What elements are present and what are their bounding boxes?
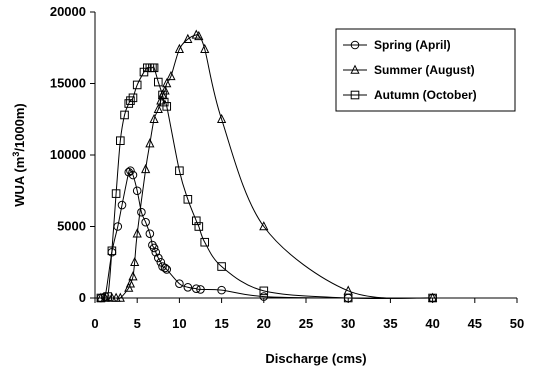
data-point-autumn-october xyxy=(103,292,112,301)
data-point-autumn-october xyxy=(217,262,226,271)
legend-marker xyxy=(350,90,360,100)
y-tick-label: 5000 xyxy=(57,219,86,234)
data-point-summer-august xyxy=(128,271,138,281)
x-tick-label: 25 xyxy=(299,316,313,331)
data-point-spring-april xyxy=(191,284,201,294)
series-markers xyxy=(96,29,438,303)
legend: Spring (April) Summer (August) Autumn (Oct… xyxy=(335,28,516,112)
y-axis-ticks: 0 5000 10000 15000 20000 xyxy=(50,4,95,305)
x-axis-ticks: 0 5 10 15 20 25 30 35 40 45 50 xyxy=(91,298,524,331)
y-axis-label-superscript: 3 xyxy=(11,152,21,157)
data-point-spring-april xyxy=(132,186,142,196)
data-point-autumn-october xyxy=(343,293,353,303)
data-point-spring-april xyxy=(137,207,146,217)
x-tick-label: 50 xyxy=(510,316,524,331)
x-tick-label: 20 xyxy=(257,316,271,331)
x-tick-label: 0 xyxy=(91,316,98,331)
data-point-summer-august xyxy=(141,163,151,174)
data-point-spring-april xyxy=(183,282,193,292)
legend-item-spring-april: Spring (April) xyxy=(343,38,451,52)
legend-item-autumn-october: Autumn (October) xyxy=(343,88,477,102)
y-axis-label-tail: /1000m) xyxy=(12,103,27,151)
data-point-autumn-october xyxy=(120,110,129,120)
x-tick-label: 45 xyxy=(468,316,482,331)
data-point-autumn-october xyxy=(162,102,172,111)
x-tick-label: 40 xyxy=(425,316,439,331)
data-point-spring-april xyxy=(145,229,155,238)
x-tick-label: 5 xyxy=(134,316,141,331)
data-point-spring-april xyxy=(158,262,167,271)
data-point-spring-april xyxy=(162,265,172,274)
y-tick-label: 20000 xyxy=(50,4,86,19)
legend-label: Spring (April) xyxy=(374,38,451,52)
data-point-summer-august xyxy=(259,221,269,231)
data-point-autumn-october xyxy=(132,80,142,90)
data-point-autumn-october xyxy=(183,195,193,204)
data-point-spring-april xyxy=(151,247,161,257)
data-point-summer-august xyxy=(125,278,136,288)
data-point-summer-august xyxy=(427,292,438,302)
data-point-summer-august xyxy=(145,138,155,148)
data-point-autumn-october xyxy=(154,77,163,87)
data-point-summer-august xyxy=(216,113,227,124)
data-point-spring-april xyxy=(217,285,226,295)
data-point-spring-april xyxy=(156,257,166,267)
legend-label: Summer (August) xyxy=(374,63,475,77)
data-point-autumn-october xyxy=(107,246,117,256)
data-point-autumn-october xyxy=(191,216,201,226)
y-tick-label: 0 xyxy=(79,290,86,305)
data-point-summer-august xyxy=(174,43,185,53)
data-point-summer-august xyxy=(132,228,142,238)
data-point-summer-august xyxy=(166,70,176,81)
legend-marker xyxy=(350,40,360,50)
data-point-spring-april xyxy=(149,243,159,253)
data-point-spring-april xyxy=(126,166,135,176)
legend-marker xyxy=(350,64,360,74)
y-axis-label: WUA (m3/1000m) xyxy=(11,103,27,207)
data-point-summer-august xyxy=(149,113,159,124)
y-tick-label: 10000 xyxy=(50,147,86,162)
series-line-spring-april xyxy=(100,168,433,301)
y-axis-label-main: WUA (m xyxy=(12,157,27,207)
data-point-autumn-october xyxy=(128,93,138,103)
x-tick-label: 15 xyxy=(214,316,228,331)
x-tick-label: 10 xyxy=(172,316,186,331)
data-point-spring-april xyxy=(113,222,123,231)
data-point-spring-april xyxy=(128,170,138,180)
data-point-summer-august xyxy=(162,78,172,88)
data-point-spring-april xyxy=(141,217,150,227)
data-point-spring-april xyxy=(196,285,205,294)
data-point-summer-august xyxy=(200,43,210,53)
data-point-spring-april xyxy=(124,167,134,177)
x-tick-label: 30 xyxy=(341,316,355,331)
data-point-autumn-october xyxy=(175,166,184,176)
data-point-summer-august xyxy=(160,85,170,95)
y-tick-label: 15000 xyxy=(50,76,86,91)
data-point-autumn-october xyxy=(149,63,159,73)
data-point-summer-august xyxy=(183,33,193,43)
data-point-summer-august xyxy=(115,292,125,302)
data-point-autumn-october xyxy=(200,237,210,247)
legend-item-summer-august: Summer (August) xyxy=(343,63,475,77)
data-point-spring-april xyxy=(175,279,184,289)
data-point-summer-august xyxy=(130,256,140,267)
data-point-autumn-october xyxy=(126,96,135,105)
data-point-autumn-october xyxy=(96,293,106,303)
data-point-spring-april xyxy=(259,292,269,301)
data-point-autumn-october xyxy=(259,286,269,296)
data-point-summer-august xyxy=(153,103,163,114)
data-point-autumn-october xyxy=(116,136,125,145)
data-point-autumn-october xyxy=(111,189,121,198)
legend-label: Autumn (October) xyxy=(374,88,477,102)
x-axis-label: Discharge (cms) xyxy=(265,351,366,366)
data-point-spring-april xyxy=(154,253,163,263)
data-point-autumn-october xyxy=(194,222,204,231)
data-point-autumn-october xyxy=(428,293,437,303)
data-point-summer-august xyxy=(194,30,204,41)
x-tick-label: 35 xyxy=(383,316,397,331)
data-point-spring-april xyxy=(160,263,170,273)
data-point-spring-april xyxy=(117,200,127,210)
